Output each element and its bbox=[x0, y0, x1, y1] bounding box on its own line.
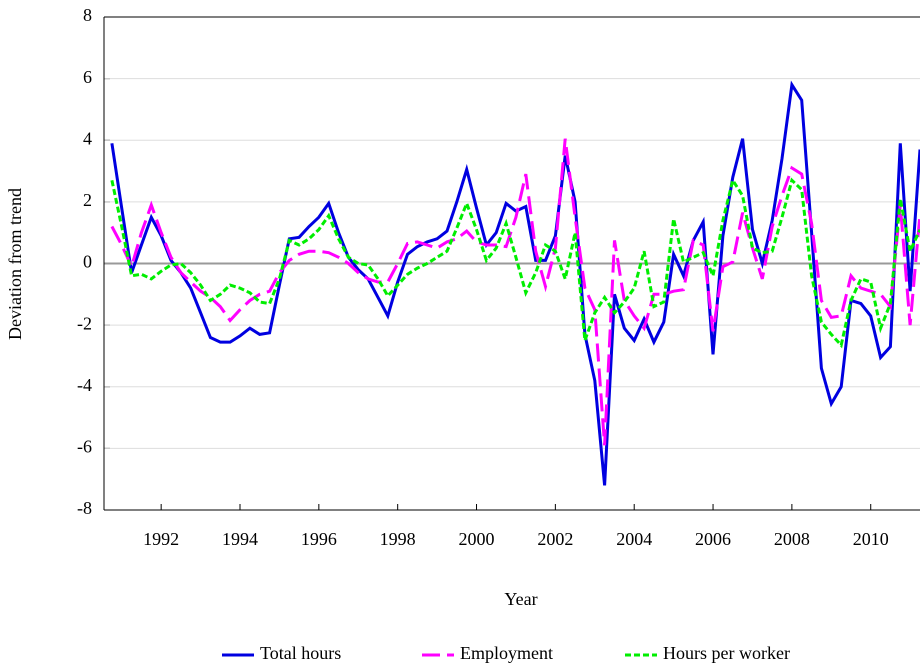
y-tick-label: -8 bbox=[77, 498, 92, 518]
x-tick-label: 2010 bbox=[853, 529, 889, 549]
y-tick-label: -2 bbox=[77, 313, 92, 333]
x-axis-label: Year bbox=[504, 589, 537, 609]
x-tick-label: 1996 bbox=[301, 529, 337, 549]
x-tick-label: 1994 bbox=[222, 529, 258, 549]
series-line bbox=[110, 176, 920, 349]
x-tick-label: 2000 bbox=[459, 529, 495, 549]
y-axis-label: Deviation from trend bbox=[5, 188, 25, 340]
y-tick-label: -4 bbox=[77, 375, 92, 395]
x-tick-label: 2004 bbox=[616, 529, 652, 549]
x-tick-label: 1992 bbox=[143, 529, 179, 549]
y-tick-label: 8 bbox=[83, 5, 92, 25]
y-tick-label: -6 bbox=[77, 437, 92, 457]
legend-label: Total hours bbox=[260, 643, 341, 663]
x-tick-label: 2002 bbox=[537, 529, 573, 549]
y-tick-label: 2 bbox=[83, 190, 92, 210]
y-tick-label: 6 bbox=[83, 67, 92, 87]
y-tick-label: 4 bbox=[83, 128, 92, 148]
series-line bbox=[110, 138, 920, 446]
legend-label: Employment bbox=[460, 643, 553, 663]
x-tick-label: 1998 bbox=[380, 529, 416, 549]
x-tick-label: 2006 bbox=[695, 529, 731, 549]
legend-label: Hours per worker bbox=[663, 643, 790, 663]
y-tick-label: 0 bbox=[83, 252, 92, 272]
x-tick-label: 2008 bbox=[774, 529, 810, 549]
